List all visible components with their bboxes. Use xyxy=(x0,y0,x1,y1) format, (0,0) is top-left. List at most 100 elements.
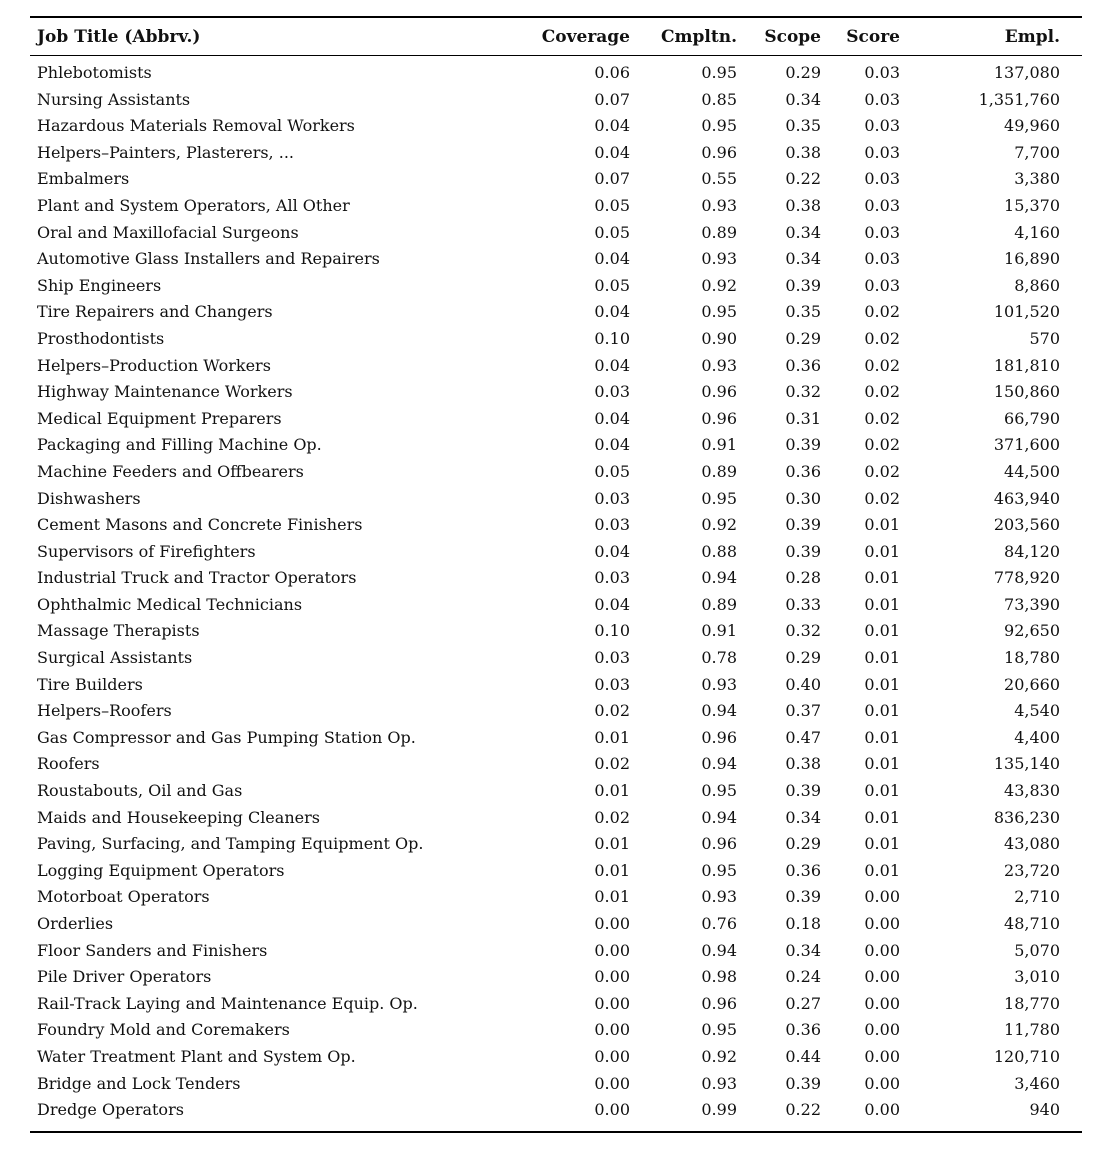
value-cell: 0.03 xyxy=(594,488,630,508)
table-row: Paving, Surfacing, and Tamping Equipment… xyxy=(30,831,1082,858)
job-title-cell: Helpers–Production Workers xyxy=(37,355,271,375)
value-cell: 0.94 xyxy=(701,940,737,960)
value-cell: 0.00 xyxy=(594,967,630,987)
value-cell: 0.01 xyxy=(864,594,900,614)
value-cell: 0.00 xyxy=(864,1073,900,1093)
value-cell: 3,010 xyxy=(1014,967,1060,987)
table-row: Plant and System Operators, All Other 0.0… xyxy=(30,193,1082,220)
value-cell: 135,140 xyxy=(993,754,1060,774)
value-cell: 73,390 xyxy=(1004,594,1060,614)
value-cell: 940 xyxy=(1029,1100,1060,1120)
value-cell: 0.89 xyxy=(701,222,737,242)
job-title-cell: Logging Equipment Operators xyxy=(37,860,285,880)
value-cell: 3,460 xyxy=(1014,1073,1060,1093)
value-cell: 0.35 xyxy=(785,116,821,136)
job-title-cell: Highway Maintenance Workers xyxy=(37,382,293,402)
value-cell: 0.34 xyxy=(785,89,821,109)
value-cell: 0.30 xyxy=(785,488,821,508)
job-title-cell: Tire Builders xyxy=(37,674,143,694)
value-cell: 66,790 xyxy=(1004,408,1060,428)
value-cell: 0.29 xyxy=(785,63,821,82)
value-cell: 48,710 xyxy=(1004,914,1060,933)
table-row: Industrial Truck and Tractor Operators 0.… xyxy=(30,565,1082,592)
job-title-cell: Surgical Assistants xyxy=(37,648,193,668)
table-row: Floor Sanders and Finishers 0.00 0.94 0.34 0… xyxy=(30,938,1082,965)
value-cell: 23,720 xyxy=(1004,860,1060,880)
value-cell: 0.02 xyxy=(864,461,900,481)
value-cell: 0.01 xyxy=(864,860,900,880)
value-cell: 0.38 xyxy=(785,195,821,215)
job-title-cell: Paving, Surfacing, and Tamping Equipment… xyxy=(37,834,424,854)
value-cell: 0.01 xyxy=(594,834,630,854)
value-cell: 0.36 xyxy=(785,860,821,880)
value-cell: 0.01 xyxy=(594,781,630,801)
value-cell: 0.34 xyxy=(785,249,821,269)
table-row: Motorboat Operators 0.01 0.93 0.39 0.00 2,710 xyxy=(30,884,1082,911)
value-cell: 0.29 xyxy=(785,328,821,348)
value-cell: 0.95 xyxy=(701,1020,737,1040)
value-cell: 0.93 xyxy=(701,249,737,269)
value-cell: 0.33 xyxy=(785,594,821,614)
job-title-cell: Tire Repairers and Changers xyxy=(37,302,273,322)
value-cell: 0.01 xyxy=(864,648,900,668)
job-title-cell: Plant and System Operators, All Other xyxy=(37,195,350,215)
job-title-cell: Massage Therapists xyxy=(37,621,200,641)
job-title-cell: Medical Equipment Preparers xyxy=(37,408,282,428)
value-cell: 0.95 xyxy=(701,302,737,322)
value-cell: 0.01 xyxy=(864,674,900,694)
value-cell: 0.38 xyxy=(785,754,821,774)
table-row: Nursing Assistants 0.07 0.85 0.34 0.03 1,351,… xyxy=(30,87,1082,114)
table-row: Packaging and Filling Machine Op. 0.04 0.9… xyxy=(30,432,1082,459)
header-row: Job Title (Abbrv.) Coverage Cmpltn. Scope Sc… xyxy=(30,17,1082,56)
value-cell: 16,890 xyxy=(1004,249,1060,269)
value-cell: 778,920 xyxy=(993,568,1060,588)
value-cell: 0.03 xyxy=(864,249,900,269)
value-cell: 0.01 xyxy=(864,727,900,747)
value-cell: 0.01 xyxy=(864,515,900,535)
value-cell: 0.03 xyxy=(594,382,630,402)
value-cell: 0.04 xyxy=(594,594,630,614)
value-cell: 20,660 xyxy=(1004,674,1060,694)
value-cell: 0.00 xyxy=(594,914,630,933)
table-row: Helpers–Painters, Plasterers, ... 0.04 0.9… xyxy=(30,140,1082,167)
job-title-cell: Cement Masons and Concrete Finishers xyxy=(37,515,363,535)
job-title-cell: Foundry Mold and Coremakers xyxy=(37,1020,290,1040)
value-cell: 0.55 xyxy=(701,169,737,189)
value-cell: 0.02 xyxy=(864,435,900,455)
value-cell: 120,710 xyxy=(993,1046,1060,1066)
table-row: Cement Masons and Concrete Finishers 0.03… xyxy=(30,512,1082,539)
value-cell: 0.94 xyxy=(701,754,737,774)
value-cell: 0.88 xyxy=(701,541,737,561)
job-title-cell: Orderlies xyxy=(37,914,114,933)
value-cell: 92,650 xyxy=(1004,621,1060,641)
value-cell: 0.01 xyxy=(594,887,630,907)
value-cell: 0.39 xyxy=(785,435,821,455)
value-cell: 0.03 xyxy=(864,142,900,162)
value-cell: 0.96 xyxy=(701,142,737,162)
value-cell: 0.04 xyxy=(594,302,630,322)
value-cell: 0.01 xyxy=(864,621,900,641)
value-cell: 0.78 xyxy=(701,648,737,668)
value-cell: 836,230 xyxy=(993,807,1060,827)
value-cell: 0.18 xyxy=(785,914,821,933)
value-cell: 0.03 xyxy=(864,169,900,189)
value-cell: 0.96 xyxy=(701,834,737,854)
value-cell: 2,710 xyxy=(1014,887,1060,907)
value-cell: 0.32 xyxy=(785,621,821,641)
value-cell: 7,700 xyxy=(1014,142,1060,162)
job-title-cell: Bridge and Lock Tenders xyxy=(37,1073,241,1093)
table-row: Hazardous Materials Removal Workers 0.04 0… xyxy=(30,113,1082,140)
column-header-coverage: Coverage xyxy=(541,27,630,47)
table-row: Ophthalmic Medical Technicians 0.04 0.89 0.… xyxy=(30,592,1082,619)
value-cell: 0.02 xyxy=(864,302,900,322)
value-cell: 0.03 xyxy=(594,568,630,588)
value-cell: 0.91 xyxy=(701,621,737,641)
value-cell: 0.03 xyxy=(864,275,900,295)
value-cell: 0.31 xyxy=(785,408,821,428)
job-title-cell: Helpers–Roofers xyxy=(37,701,172,721)
table-row: Rail-Track Laying and Maintenance Equip.… xyxy=(30,991,1082,1018)
value-cell: 0.04 xyxy=(594,142,630,162)
value-cell: 0.03 xyxy=(864,63,900,82)
value-cell: 0.39 xyxy=(785,275,821,295)
